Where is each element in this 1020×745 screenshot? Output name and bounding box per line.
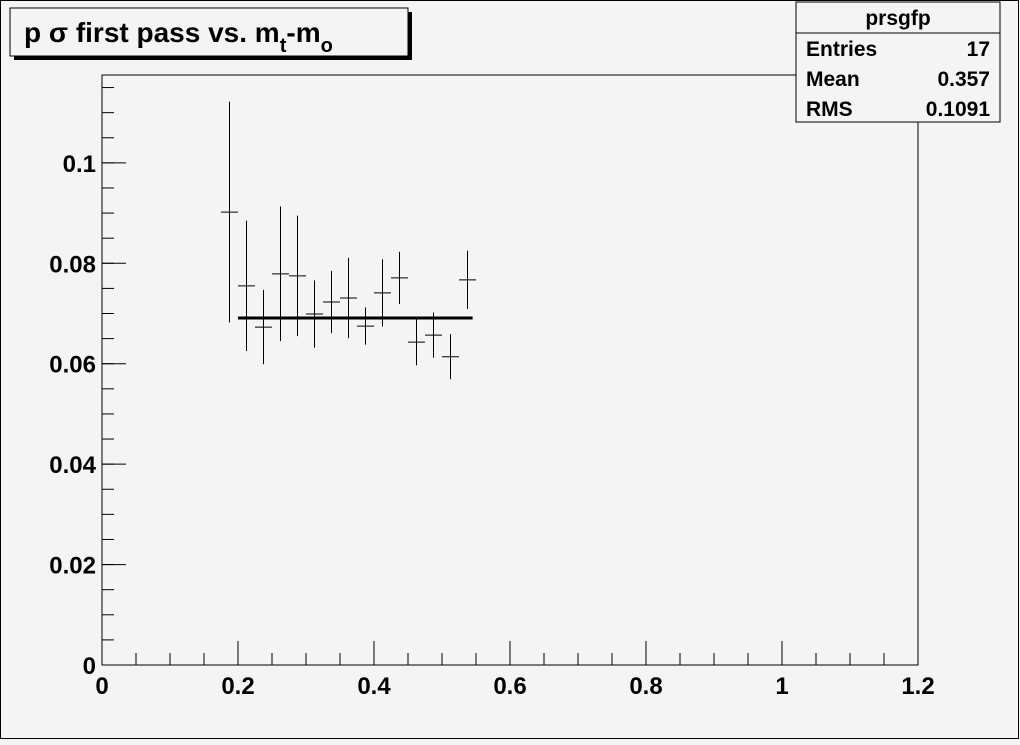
plot-frame <box>101 74 919 666</box>
y-tick-label: 0.08 <box>49 251 96 278</box>
y-tick-label: 0.06 <box>49 352 96 379</box>
stats-label: Entries <box>806 38 877 61</box>
stats-title: prsgfp <box>865 7 930 30</box>
stats-label: Mean <box>806 68 860 91</box>
y-tick-label: 0.1 <box>63 151 96 178</box>
stats-box <box>795 1 1001 123</box>
x-tick-label: 0.8 <box>629 673 662 700</box>
y-tick-label: 0.04 <box>49 452 96 479</box>
stats-label: RMS <box>806 98 853 121</box>
chart-title: p σ first pass vs. mt-mo <box>24 17 333 57</box>
stats-value: 0.1091 <box>926 98 991 121</box>
x-tick-label: 0.2 <box>221 673 254 700</box>
x-tick-label: 0.6 <box>493 673 526 700</box>
title-box <box>9 7 409 57</box>
x-tick-label: 0.4 <box>357 673 391 700</box>
x-tick-label: 1.2 <box>901 673 934 700</box>
x-tick-label: 0 <box>95 673 108 700</box>
y-tick-label: 0.02 <box>49 553 96 580</box>
stats-value: 0.357 <box>937 68 990 91</box>
x-tick-label: 1 <box>775 673 788 700</box>
stats-value: 17 <box>967 38 990 61</box>
y-tick-label: 0 <box>83 653 96 680</box>
